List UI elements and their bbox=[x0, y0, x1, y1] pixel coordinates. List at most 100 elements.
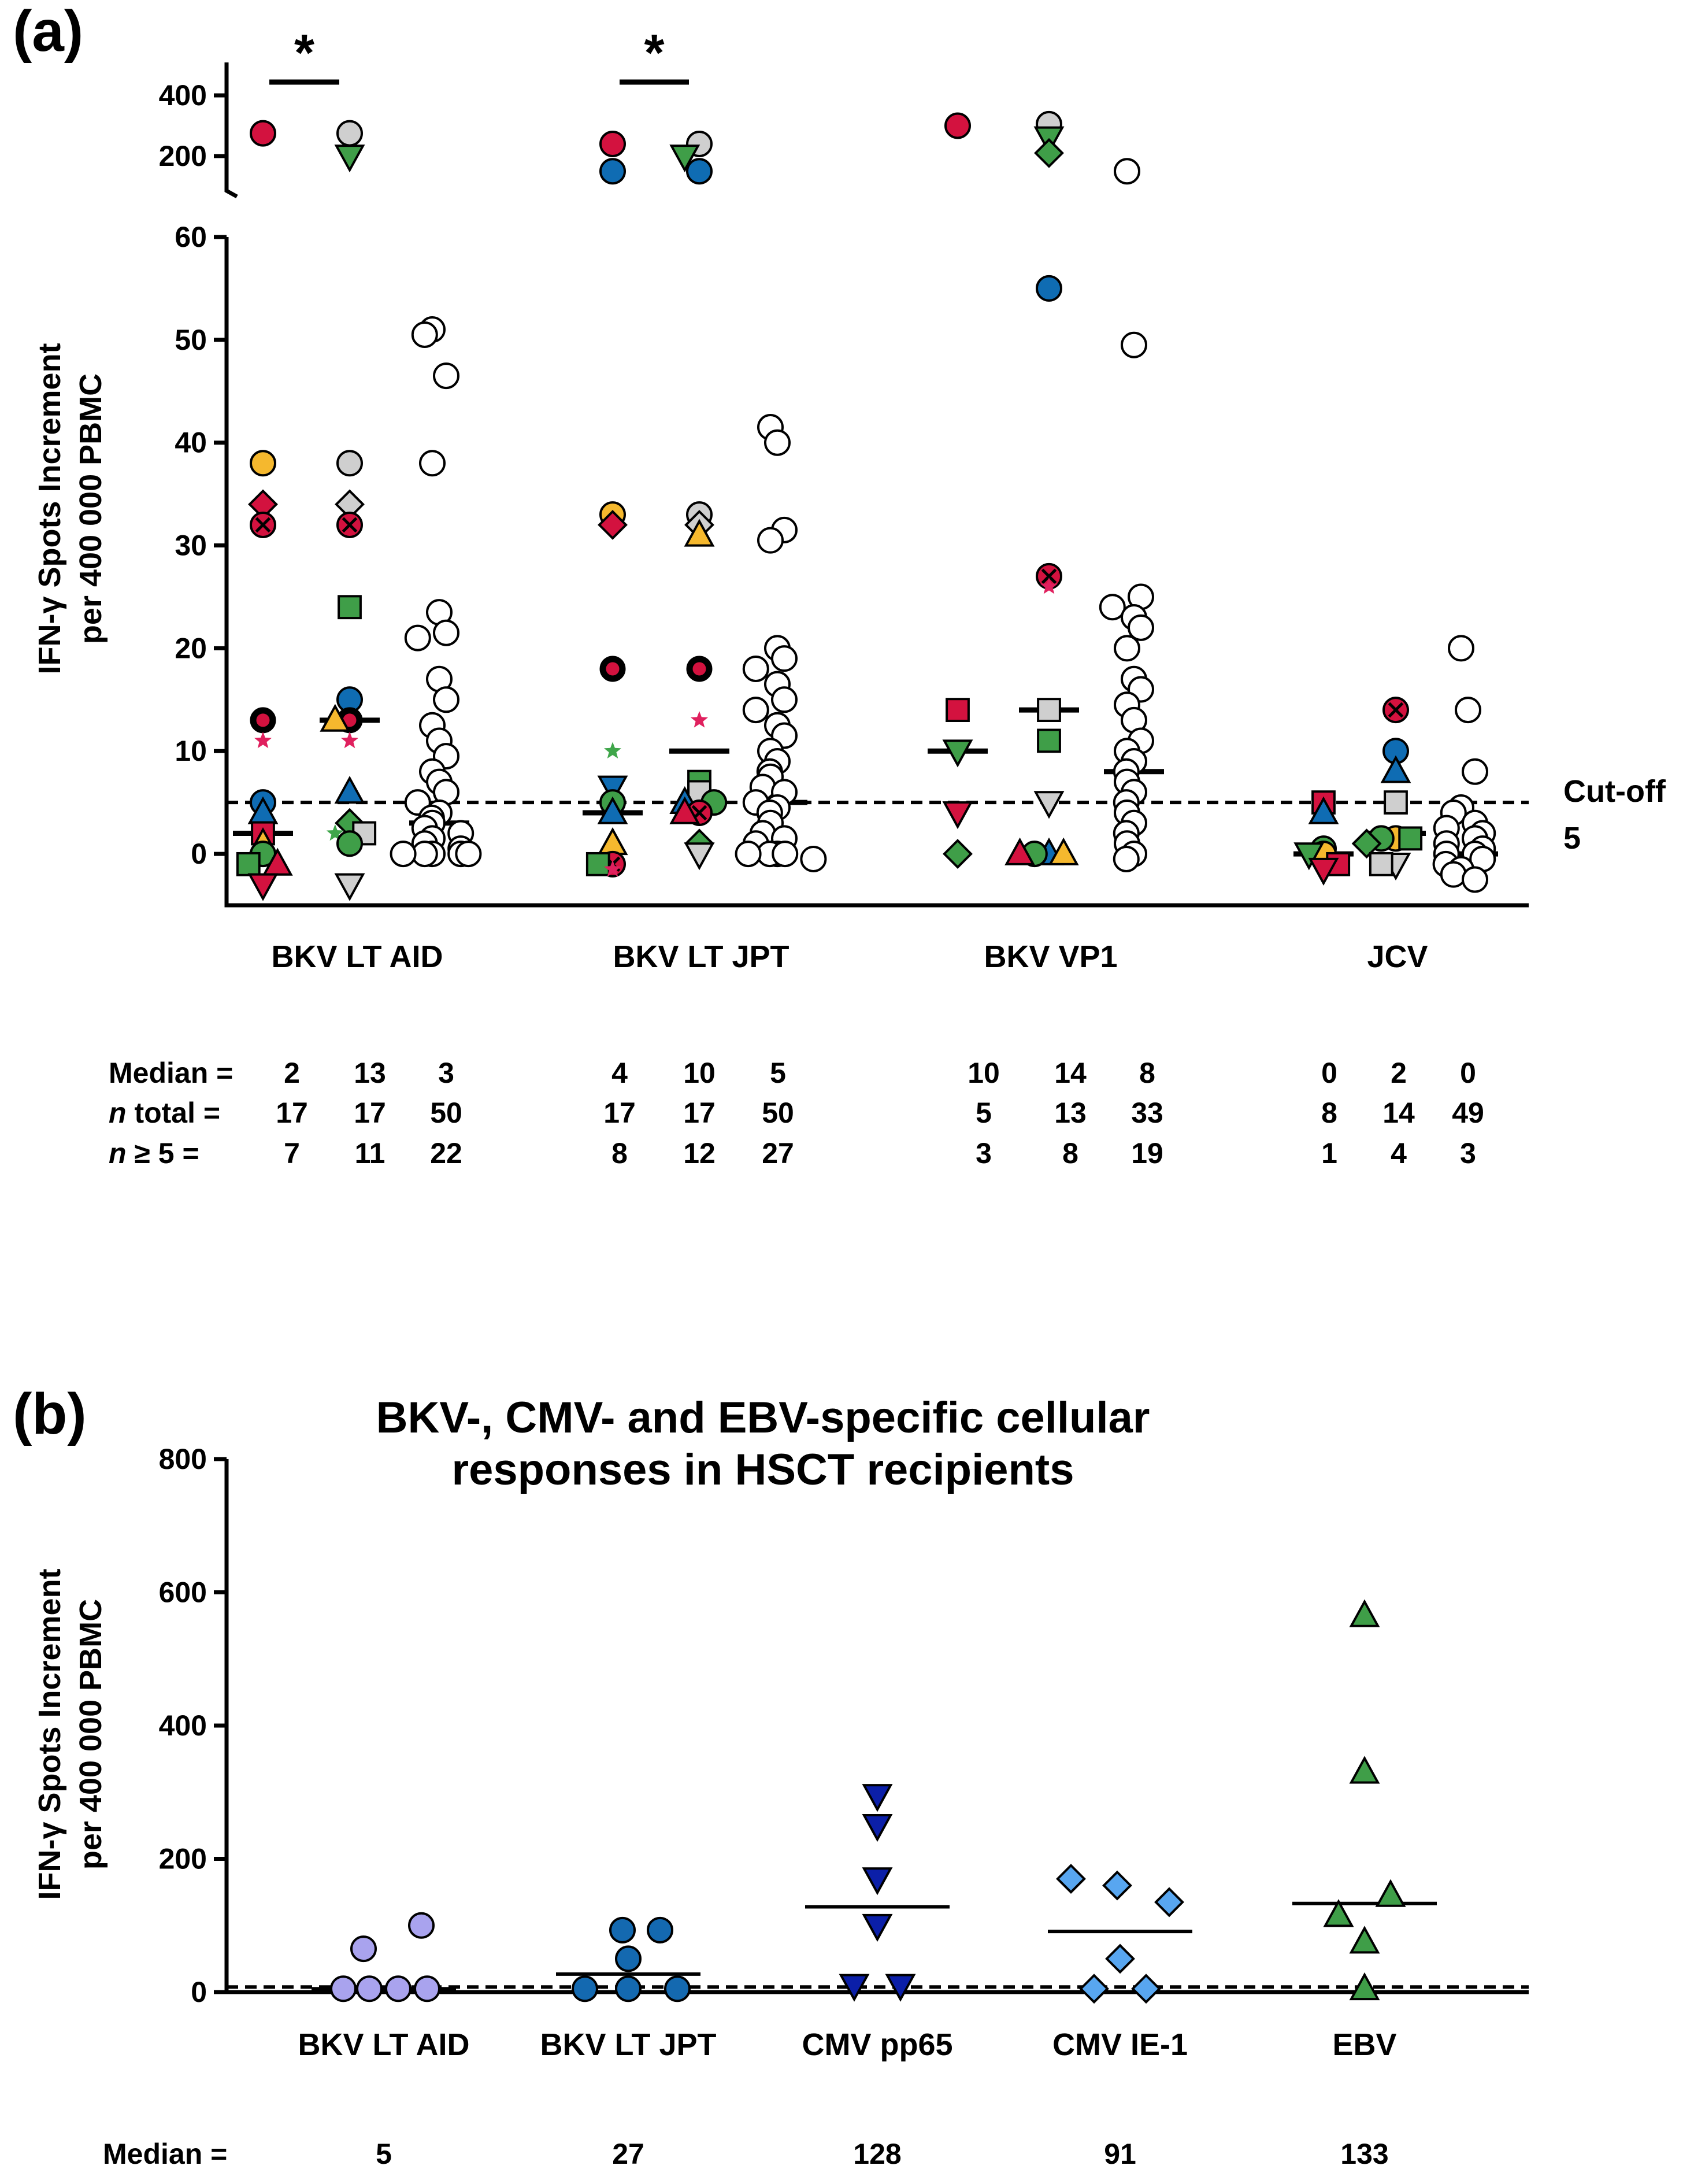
data-point-a bbox=[771, 645, 798, 672]
data-point-a bbox=[669, 796, 700, 824]
ytick-label-a-upper: 200 bbox=[159, 140, 207, 172]
data-point-a bbox=[1440, 861, 1467, 888]
panel-b-title-line1: BKV-, CMV- and EBV-specific cellular bbox=[376, 1393, 1150, 1442]
data-point-a bbox=[1040, 577, 1058, 594]
stats-value-a: 0 bbox=[1321, 1057, 1337, 1089]
panel-b-label: (b) bbox=[13, 1382, 87, 1446]
data-point-a bbox=[585, 852, 610, 876]
stats-value-a: 8 bbox=[611, 1137, 628, 1169]
panel-b-plot: 0 200 400 600 800 BKV LT AID BKV LT JPT CMV pp6… bbox=[103, 1443, 1529, 2170]
stats-value-a: 1 bbox=[1321, 1137, 1337, 1169]
data-point-b bbox=[1349, 1756, 1380, 1784]
data-point-a bbox=[1369, 852, 1393, 876]
data-point-a bbox=[942, 739, 973, 768]
data-point-a-cross bbox=[1041, 568, 1057, 584]
data-point-a bbox=[404, 624, 431, 652]
data-point-b bbox=[1154, 1887, 1184, 1918]
data-point-a bbox=[334, 776, 365, 804]
stats-value-a: 17 bbox=[603, 1097, 636, 1129]
data-point-b bbox=[1375, 1879, 1406, 1907]
data-point-a bbox=[390, 841, 417, 868]
data-point-a bbox=[247, 873, 279, 901]
ytick-label-a-lower: 20 bbox=[175, 632, 207, 664]
stats-value-a: 2 bbox=[1391, 1057, 1407, 1089]
stats-value-a: 7 bbox=[284, 1137, 300, 1169]
cutoff-label-line2: 5 bbox=[1563, 821, 1581, 856]
data-point-a bbox=[942, 801, 973, 830]
data-point-a bbox=[597, 796, 628, 824]
stats-value-a: 10 bbox=[968, 1057, 1000, 1089]
stats-value-a: 17 bbox=[354, 1097, 386, 1129]
data-point-a bbox=[691, 711, 708, 728]
data-point-a bbox=[1033, 791, 1065, 819]
data-point-a bbox=[1128, 614, 1154, 641]
category-label-a: JCV bbox=[1367, 939, 1428, 974]
data-point-a bbox=[1308, 857, 1339, 886]
data-point-a bbox=[598, 510, 628, 540]
data-point-b bbox=[350, 1935, 377, 1963]
data-point-b bbox=[862, 1867, 893, 1896]
data-point-a bbox=[599, 158, 626, 185]
data-point-b bbox=[862, 1784, 893, 1812]
data-point-a bbox=[599, 656, 626, 682]
data-point-b bbox=[1131, 1974, 1161, 2004]
data-point-a bbox=[946, 698, 970, 722]
data-point-a bbox=[326, 824, 344, 841]
stats-value-a: 50 bbox=[762, 1097, 794, 1129]
stats-row-label-a: n total = bbox=[109, 1097, 220, 1129]
stats-value-a: 12 bbox=[683, 1137, 716, 1169]
data-point-a bbox=[597, 827, 628, 856]
data-point-b bbox=[664, 1975, 691, 2002]
data-point-a bbox=[1384, 790, 1408, 815]
data-point-a bbox=[684, 842, 715, 871]
ytick-label-b: 0 bbox=[191, 1976, 207, 2008]
stats-value-b: 128 bbox=[853, 2138, 901, 2170]
data-point-a bbox=[604, 860, 621, 877]
data-point-a bbox=[334, 145, 365, 173]
data-point-a bbox=[742, 655, 769, 682]
stats-value-a: 14 bbox=[1054, 1057, 1087, 1089]
data-point-a bbox=[1351, 828, 1382, 859]
data-point-a bbox=[1398, 826, 1423, 851]
stats-value-a: 17 bbox=[276, 1097, 308, 1129]
stats-value-a: 17 bbox=[683, 1097, 716, 1129]
data-point-a bbox=[1034, 138, 1064, 168]
data-point-a bbox=[236, 852, 261, 876]
data-point-b bbox=[1056, 1864, 1086, 1894]
data-point-a bbox=[943, 839, 973, 869]
panel-b-title-line2: responses in HSCT recipients bbox=[452, 1445, 1074, 1494]
data-point-a bbox=[771, 686, 798, 713]
ytick-label-a-lower: 10 bbox=[175, 735, 207, 767]
data-point-a bbox=[1462, 758, 1488, 785]
data-point-a bbox=[411, 321, 438, 348]
data-point-a bbox=[336, 450, 363, 477]
category-label-b: CMV IE-1 bbox=[1052, 2027, 1188, 2062]
data-point-b bbox=[1079, 1974, 1109, 2004]
data-point-b bbox=[647, 1916, 673, 1944]
data-point-b bbox=[609, 1916, 636, 1944]
data-point-a bbox=[1462, 866, 1488, 893]
ytick-label-b: 200 bbox=[159, 1843, 207, 1875]
panel-b-ylabel-line2: per 400 000 PBMC bbox=[73, 1599, 108, 1870]
data-point-b bbox=[1349, 1926, 1380, 1954]
data-point-a bbox=[1121, 331, 1147, 358]
stats-value-b: 5 bbox=[376, 2138, 392, 2170]
stats-value-a: 19 bbox=[1131, 1137, 1163, 1169]
data-point-a bbox=[684, 519, 715, 547]
data-point-a bbox=[1036, 275, 1062, 302]
stats-value-b: 91 bbox=[1104, 2138, 1136, 2170]
data-point-a bbox=[250, 120, 276, 147]
panel-b-ylabel-line1: IFN-γ Spots Increment bbox=[32, 1568, 67, 1900]
panel-a-label: (a) bbox=[13, 0, 83, 64]
data-point-a bbox=[433, 362, 459, 390]
axis-a-lower bbox=[224, 237, 1529, 908]
stats-value-a: 4 bbox=[611, 1057, 628, 1089]
data-point-a bbox=[686, 158, 713, 185]
data-point-a-cross bbox=[342, 517, 358, 533]
data-point-a bbox=[1448, 635, 1474, 662]
ytick-label-b: 600 bbox=[159, 1576, 207, 1609]
data-point-b bbox=[572, 1975, 598, 2002]
data-point-a bbox=[800, 845, 827, 872]
ytick-label-b: 800 bbox=[159, 1443, 207, 1475]
data-point-a bbox=[1037, 698, 1061, 722]
